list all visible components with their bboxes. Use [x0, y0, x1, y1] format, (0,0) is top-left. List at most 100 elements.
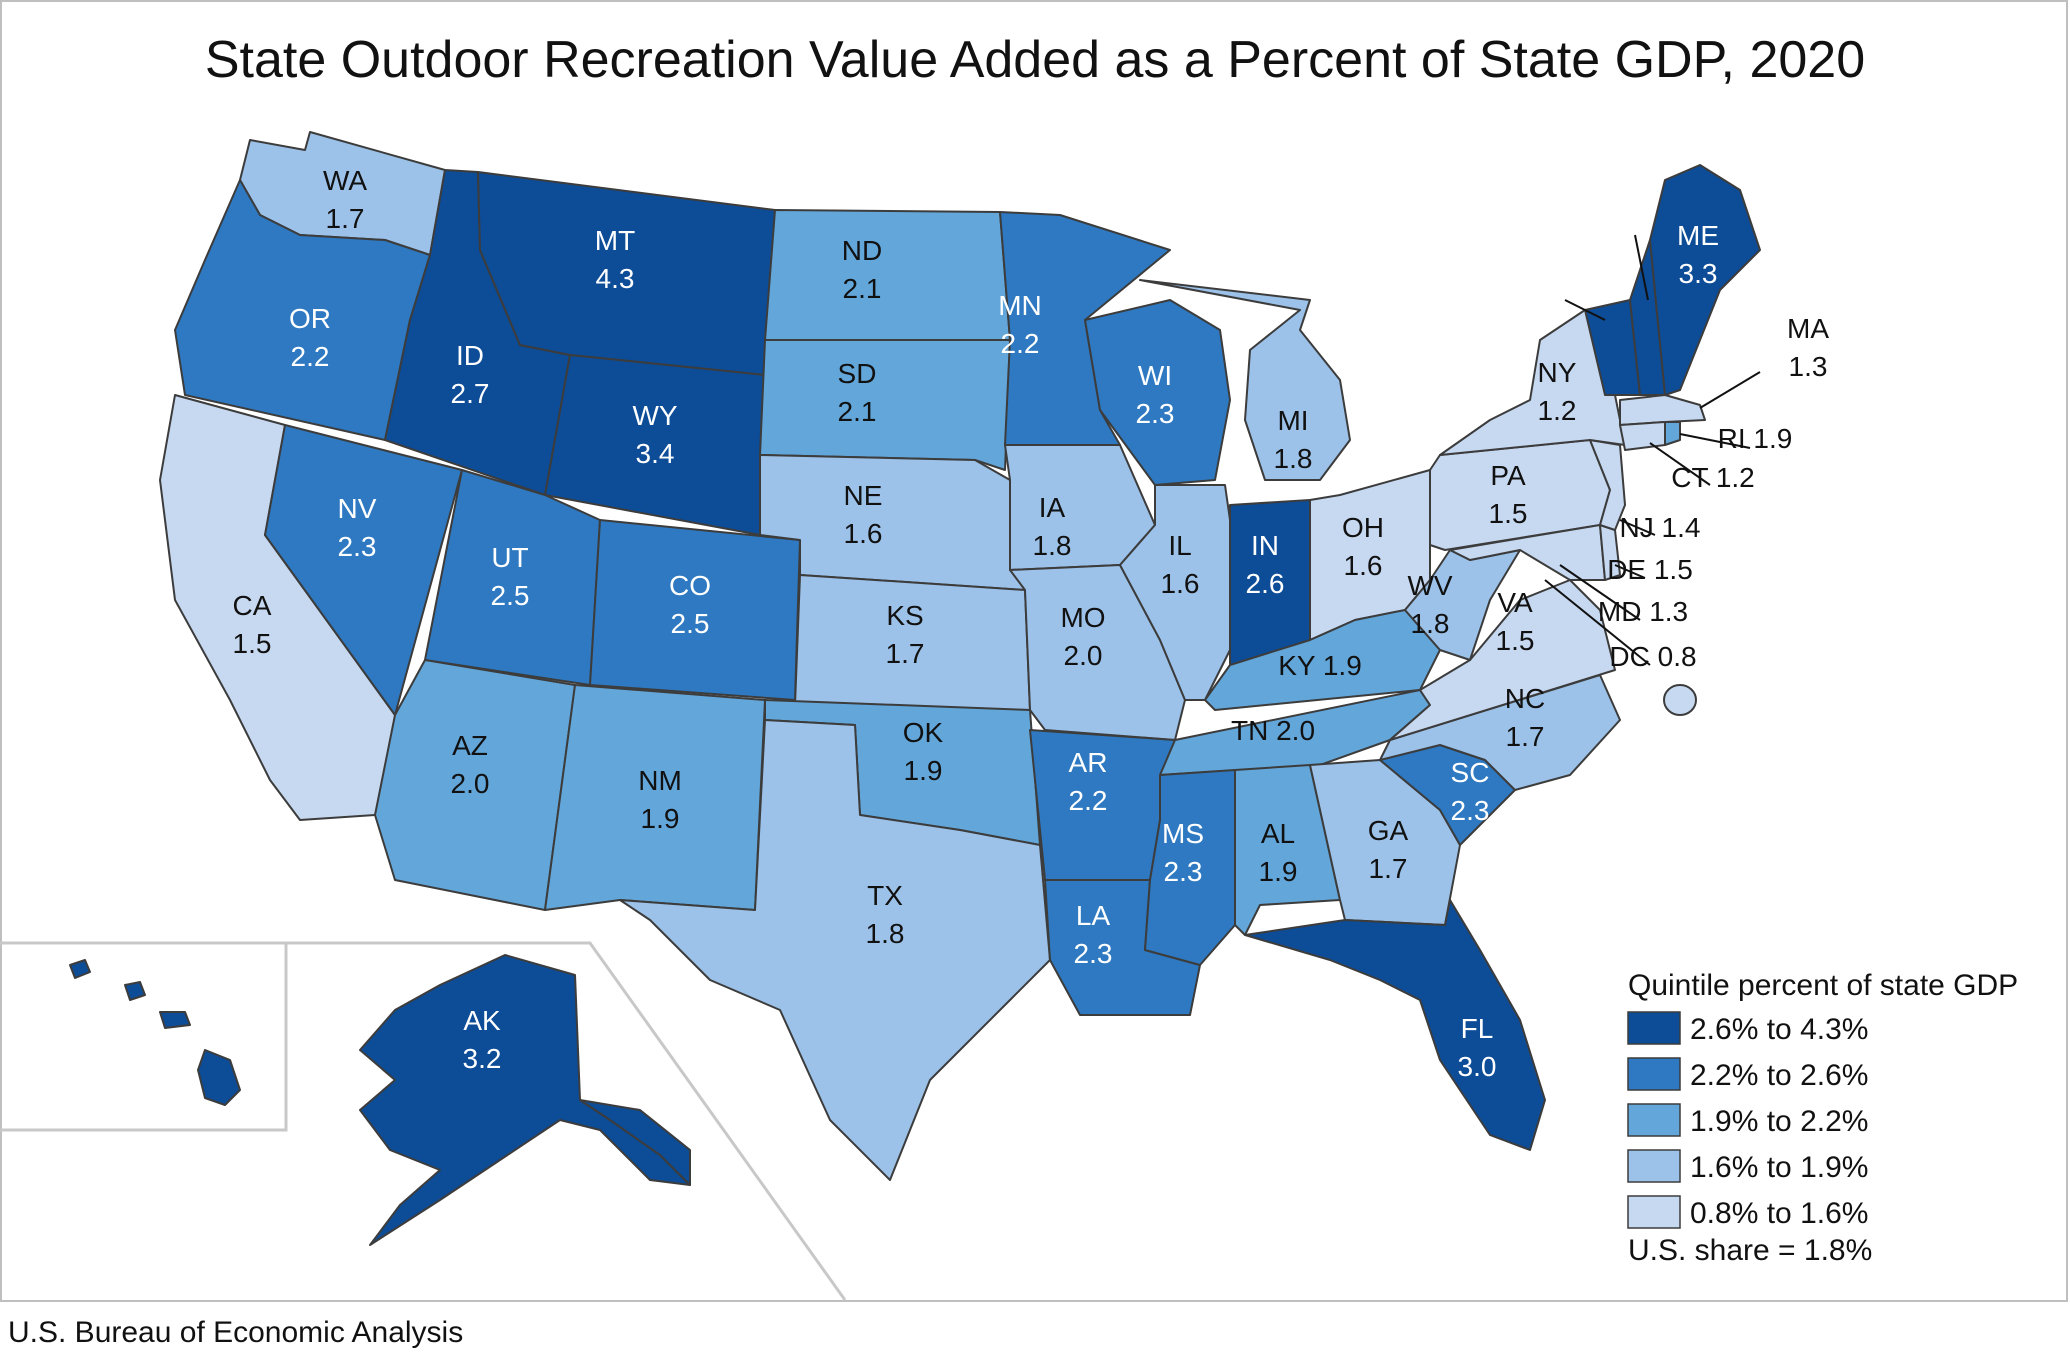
leader-MA [1699, 371, 1761, 409]
state-label-ms: MS 2.3 [1162, 818, 1204, 887]
state-SD[interactable] [759, 339, 1011, 471]
state-MA[interactable] [1619, 394, 1706, 426]
legend-swatch [1627, 1103, 1681, 1137]
state-TX[interactable] [619, 719, 1051, 1181]
state-label-nm: NM 1.9 [638, 765, 682, 834]
state-label-ks: KS 1.7 [886, 600, 925, 669]
state-label-ia: IA 1.8 [1033, 492, 1072, 561]
state-label-ak: AK 3.2 [463, 1005, 502, 1074]
legend-label: 2.2% to 2.6% [1690, 1059, 1868, 1092]
state-label-ri: RI 1.9 [1718, 423, 1793, 454]
state-label-va: VA 1.5 [1496, 587, 1535, 656]
state-FL[interactable] [1244, 899, 1546, 1151]
state-ND[interactable] [764, 209, 1011, 341]
us-share-label: U.S. share = 1.8% [1628, 1234, 1872, 1267]
state-DC[interactable] [1663, 684, 1697, 716]
state-CT[interactable] [1619, 421, 1666, 451]
state-label-nh: NH 2.6 [1600, 165, 1640, 234]
legend-label: 1.6% to 1.9% [1690, 1151, 1868, 1184]
state-label-wy: WY 3.4 [632, 400, 677, 469]
state-label-al: AL 1.9 [1259, 818, 1298, 887]
legend-label: 1.9% to 2.2% [1690, 1105, 1868, 1138]
state-AK[interactable] [359, 954, 691, 1246]
state-label-ar: AR 2.2 [1069, 747, 1108, 816]
state-IL[interactable] [1119, 484, 1231, 701]
state-MI[interactable] [1139, 279, 1351, 481]
state-label-in: IN 2.6 [1246, 530, 1285, 599]
state-label-pa: PA 1.5 [1489, 460, 1528, 529]
alaska-inset-frame [286, 941, 847, 1301]
state-label-ut: UT 2.5 [491, 542, 530, 611]
state-label-ny: NY 1.2 [1538, 357, 1577, 426]
state-label-sc: SC 2.3 [1451, 757, 1490, 826]
leader-VT [1564, 299, 1606, 321]
state-HI[interactable] [197, 1049, 241, 1106]
state-label-co: CO 2.5 [669, 570, 711, 639]
map-title: State Outdoor Recreation Value Added as … [204, 31, 1866, 89]
leader-CT [1649, 442, 1711, 486]
state-NE[interactable] [759, 454, 1026, 591]
state-label-ky: KY 1.9 [1278, 650, 1362, 681]
leader-NH [1634, 234, 1649, 301]
leader-DC [1544, 579, 1651, 666]
state-label-tn: TN 2.0 [1231, 715, 1315, 746]
hawaii-islands [69, 959, 91, 979]
legend-swatch [1627, 1149, 1681, 1183]
state-label-ma: MA 1.3 [1787, 313, 1829, 382]
state-label-dc: DC 0.8 [1609, 641, 1696, 672]
state-label-nd: ND 2.1 [842, 235, 882, 304]
legend-swatch [1627, 1057, 1681, 1091]
source-credit: U.S. Bureau of Economic Analysis [8, 1316, 464, 1349]
state-label-az: AZ 2.0 [451, 730, 490, 799]
hawaii-islands [159, 1011, 191, 1029]
state-label-ok: OK 1.9 [903, 717, 944, 786]
state-label-mi: MI 1.8 [1274, 405, 1313, 474]
legend-swatch [1627, 1011, 1681, 1045]
state-WI[interactable] [1084, 299, 1231, 486]
legend-label: 0.8% to 1.6% [1690, 1197, 1868, 1230]
state-label-mn: MN 2.2 [998, 290, 1042, 359]
state-label-md: MD 1.3 [1598, 596, 1688, 627]
legend-swatch [1627, 1195, 1681, 1229]
hawaii-islands [124, 981, 146, 1001]
state-label-oh: OH 1.6 [1342, 512, 1384, 581]
state-RI[interactable] [1664, 421, 1681, 446]
state-label-nc: NC 1.7 [1505, 683, 1545, 752]
state-label-wv: WV 1.8 [1407, 570, 1452, 639]
state-VA[interactable] [1389, 579, 1616, 741]
state-label-de: DE 1.5 [1607, 554, 1693, 585]
legend-title: Quintile percent of state GDP [1628, 969, 2018, 1002]
state-label-la: LA 2.3 [1074, 900, 1113, 969]
state-label-id: ID 2.7 [451, 340, 490, 409]
state-label-ga: GA 1.7 [1368, 815, 1409, 884]
state-ME[interactable] [1649, 164, 1761, 396]
state-label-ne: NE 1.6 [844, 480, 883, 549]
state-label-sd: SD 2.1 [838, 358, 877, 427]
state-label-hi: HI 3.8 [98, 1020, 137, 1089]
state-label-wa: WA 1.7 [323, 165, 367, 234]
legend: Quintile percent of state GDP 2.6% to 4.… [1627, 969, 2018, 1267]
state-label-me: ME 3.3 [1677, 220, 1719, 289]
legend-label: 2.6% to 4.3% [1690, 1013, 1868, 1046]
state-label-nj: NJ 1.4 [1620, 512, 1701, 543]
state-label-or: OR 2.2 [289, 303, 331, 372]
state-label-wi: WI 2.3 [1136, 360, 1175, 429]
leader-MD [1559, 564, 1641, 621]
state-label-vt: VT 3.7 [1534, 230, 1573, 299]
state-NC[interactable] [1379, 674, 1621, 791]
state-label-tx: TX 1.8 [866, 880, 905, 949]
state-label-ca: CA 1.5 [233, 590, 272, 659]
map-border [0, 0, 2068, 1302]
leader-NJ [1619, 519, 1656, 536]
state-label-il: IL 1.6 [1161, 530, 1200, 599]
leader-DE [1614, 564, 1646, 579]
state-label-mo: MO 2.0 [1060, 602, 1105, 671]
state-NM[interactable] [544, 684, 766, 911]
alaska-panhandle [579, 1099, 691, 1186]
hawaii-inset-frame [0, 941, 288, 1132]
state-label-nv: NV 2.3 [338, 493, 377, 562]
state-label-ct: CT 1.2 [1671, 462, 1755, 493]
state-label-mt: MT 4.3 [595, 225, 635, 294]
leader-RI [1679, 433, 1751, 449]
